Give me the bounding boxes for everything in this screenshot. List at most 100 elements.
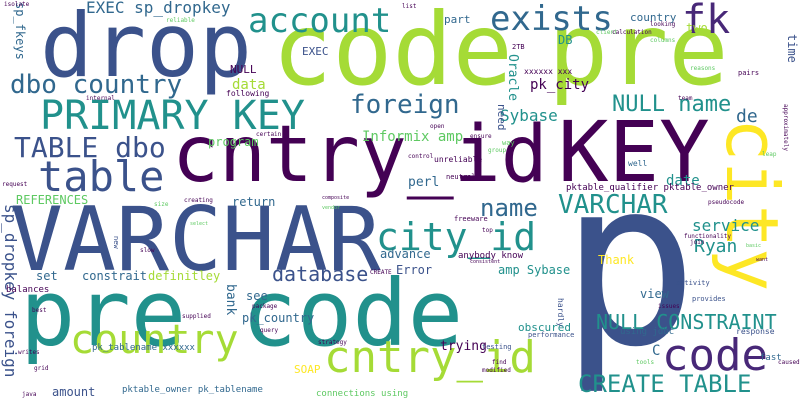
word-p-huge: p <box>560 131 699 398</box>
word-slow: slow <box>140 247 155 254</box>
word-two: two <box>686 21 708 35</box>
word-db: DB <box>558 33 573 47</box>
word-top: top <box>482 227 493 234</box>
word-looking: looking <box>650 21 676 28</box>
word-following: following <box>226 89 270 98</box>
word-control: control <box>408 153 434 160</box>
word-set: set <box>36 269 58 283</box>
word-country-small: country <box>630 11 677 24</box>
word-code-large: code <box>272 0 513 108</box>
word-performance: performance <box>528 331 575 339</box>
word-best: best <box>32 307 47 314</box>
word-sp-fkeys: sp_fkeys <box>13 2 27 60</box>
word-connections-using: connections using <box>316 389 409 399</box>
word-cntry-id-mid: cntry_id <box>324 332 536 383</box>
word-composite: composite <box>322 195 350 201</box>
word-pre-large: pre <box>548 0 729 108</box>
word-create-table: CREATE TABLE <box>578 370 752 398</box>
word-exec-sp-dropkey: EXEC sp_dropkey <box>86 0 231 17</box>
word-pktable-owner-pk: pktable_owner pk_tablename <box>122 385 263 395</box>
word-exists: exists <box>490 0 613 39</box>
word-way: way <box>502 139 515 147</box>
word-service: service <box>692 216 760 235</box>
word-request: request <box>2 181 28 188</box>
word-fast: fast <box>760 353 782 363</box>
word-java: java <box>22 391 37 398</box>
word-anybody-know: anybody know <box>458 251 524 261</box>
word-group: group <box>488 147 507 154</box>
word-freeware: freeware <box>454 215 488 223</box>
word-fk: fk <box>682 0 731 43</box>
word-find: find <box>492 359 507 366</box>
word-pk-city: pk_city <box>530 77 590 93</box>
word-table: table <box>38 152 165 201</box>
word-amount: amount <box>52 385 96 399</box>
word-code-mid: code <box>662 330 768 381</box>
word-unreliable: unreliable <box>434 155 483 164</box>
word-select: select <box>190 221 209 227</box>
word-thank: Thank <box>598 253 635 267</box>
word-sp-dropkey-foreign: sp_dropkey foreign <box>1 204 20 378</box>
word-oracle: Oracle <box>505 54 520 101</box>
word-query: query <box>260 327 279 334</box>
word-foreign: foreign <box>350 90 460 120</box>
word-neutral: neutral <box>446 173 476 181</box>
word-constrait: constrait <box>82 269 148 283</box>
word-response: response <box>736 327 775 336</box>
word-tools: tools <box>636 359 655 366</box>
word-obscured: obscured <box>518 321 571 334</box>
word-data: data <box>232 77 266 93</box>
word-internal: internal <box>86 95 115 102</box>
word-balances: balances <box>6 285 50 295</box>
word-date: date <box>666 173 700 189</box>
word-cntry-id-large: cntry_id <box>172 110 548 200</box>
word-reasons: reasons <box>690 65 716 72</box>
word-new: new <box>112 236 120 249</box>
word-perl: perl <box>408 175 440 190</box>
word-sybase: Sybase <box>500 106 558 125</box>
word-consistent: consistent <box>470 259 501 265</box>
word-time: time <box>785 34 799 63</box>
word-open: open <box>430 123 445 130</box>
word-key-large: KEY <box>558 103 710 201</box>
word-need: need <box>495 104 508 131</box>
word-city-id: city_id <box>376 215 537 259</box>
word-pre-code: pre code <box>20 260 464 367</box>
word-client: client <box>596 29 618 36</box>
word-pk-country: pk_country <box>242 311 315 325</box>
word-team: team <box>678 95 693 102</box>
word-pktable-qualifier: pktable_qualifier pktable_owner <box>566 183 734 193</box>
word-modified: modified <box>482 367 511 374</box>
word-approximately: approximately <box>782 104 789 151</box>
word-supplied: supplied <box>182 313 211 320</box>
word-package: package <box>252 303 278 310</box>
word-varchar-mid: VARCHAR <box>558 190 668 220</box>
word-testing: testing <box>482 343 512 351</box>
word-de: de <box>736 106 758 127</box>
word-xxxxxx-xxx: xxxxxx xxx <box>524 67 573 76</box>
word-join: join <box>690 239 705 246</box>
word-grid: grid <box>34 365 49 372</box>
word-certain: certain <box>256 131 282 138</box>
word-list: list <box>402 3 417 10</box>
word-activity: activity <box>676 279 710 287</box>
word-see: see <box>246 289 268 303</box>
word-basic: basic <box>746 243 762 249</box>
word-create-small: CREATE <box>370 269 392 276</box>
word-exec-small: EXEC <box>302 45 329 58</box>
word-reliable: reliable <box>166 17 195 24</box>
word-provides: provides <box>692 295 726 303</box>
word-return: return <box>232 195 276 209</box>
word-strategy: strategy <box>318 339 347 346</box>
word-columns: columns <box>650 37 676 44</box>
word-hardly: hardly <box>556 298 565 327</box>
word-size: size <box>154 201 169 208</box>
word-soap: SOAP <box>294 363 321 376</box>
word-program: program <box>208 135 259 149</box>
word-pairs: pairs <box>738 69 760 77</box>
word-informix-amp: Informix amp <box>362 129 464 145</box>
word-using-jdbc: using jdbc <box>620 327 675 337</box>
word-issues: issues <box>658 303 680 310</box>
word-country: country <box>70 317 239 363</box>
